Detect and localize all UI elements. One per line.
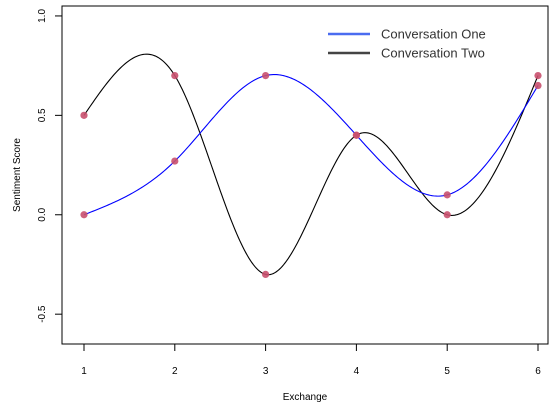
x-tick-label: 1 [81, 366, 87, 377]
x-tick-label: 2 [172, 366, 178, 377]
x-axis-label: Exchange [283, 392, 328, 403]
data-point [443, 191, 451, 199]
x-axis: 1 2 3 4 5 6 [81, 343, 541, 377]
x-tick-label: 6 [535, 366, 541, 377]
legend-label: Conversation One [381, 27, 486, 42]
x-tick-label: 3 [263, 366, 269, 377]
y-tick-label: -0.5 [37, 305, 48, 323]
series-line-1 [83, 73, 539, 216]
data-point [534, 71, 542, 80]
data-point [80, 211, 88, 219]
series-layer [83, 53, 539, 276]
data-point [171, 71, 179, 80]
data-point [443, 211, 451, 219]
data-point [80, 111, 88, 119]
y-tick-label: 1.0 [37, 9, 48, 23]
points-layer [80, 71, 542, 279]
legend: Conversation One Conversation Two [328, 27, 486, 61]
data-point [262, 71, 270, 80]
y-axis-label: Sentiment Score [12, 138, 23, 212]
data-point [352, 131, 360, 139]
data-point [534, 81, 542, 90]
data-point [171, 157, 179, 165]
y-tick-label: 0.5 [37, 108, 48, 122]
x-tick-label: 5 [444, 366, 450, 377]
x-tick-label: 4 [354, 366, 360, 377]
series-line-2 [83, 53, 539, 276]
data-point [262, 270, 270, 279]
y-tick-label: 0.0 [37, 207, 48, 221]
legend-label: Conversation Two [381, 46, 485, 61]
y-axis: -0.5 0.0 0.5 1.0 [37, 9, 63, 323]
